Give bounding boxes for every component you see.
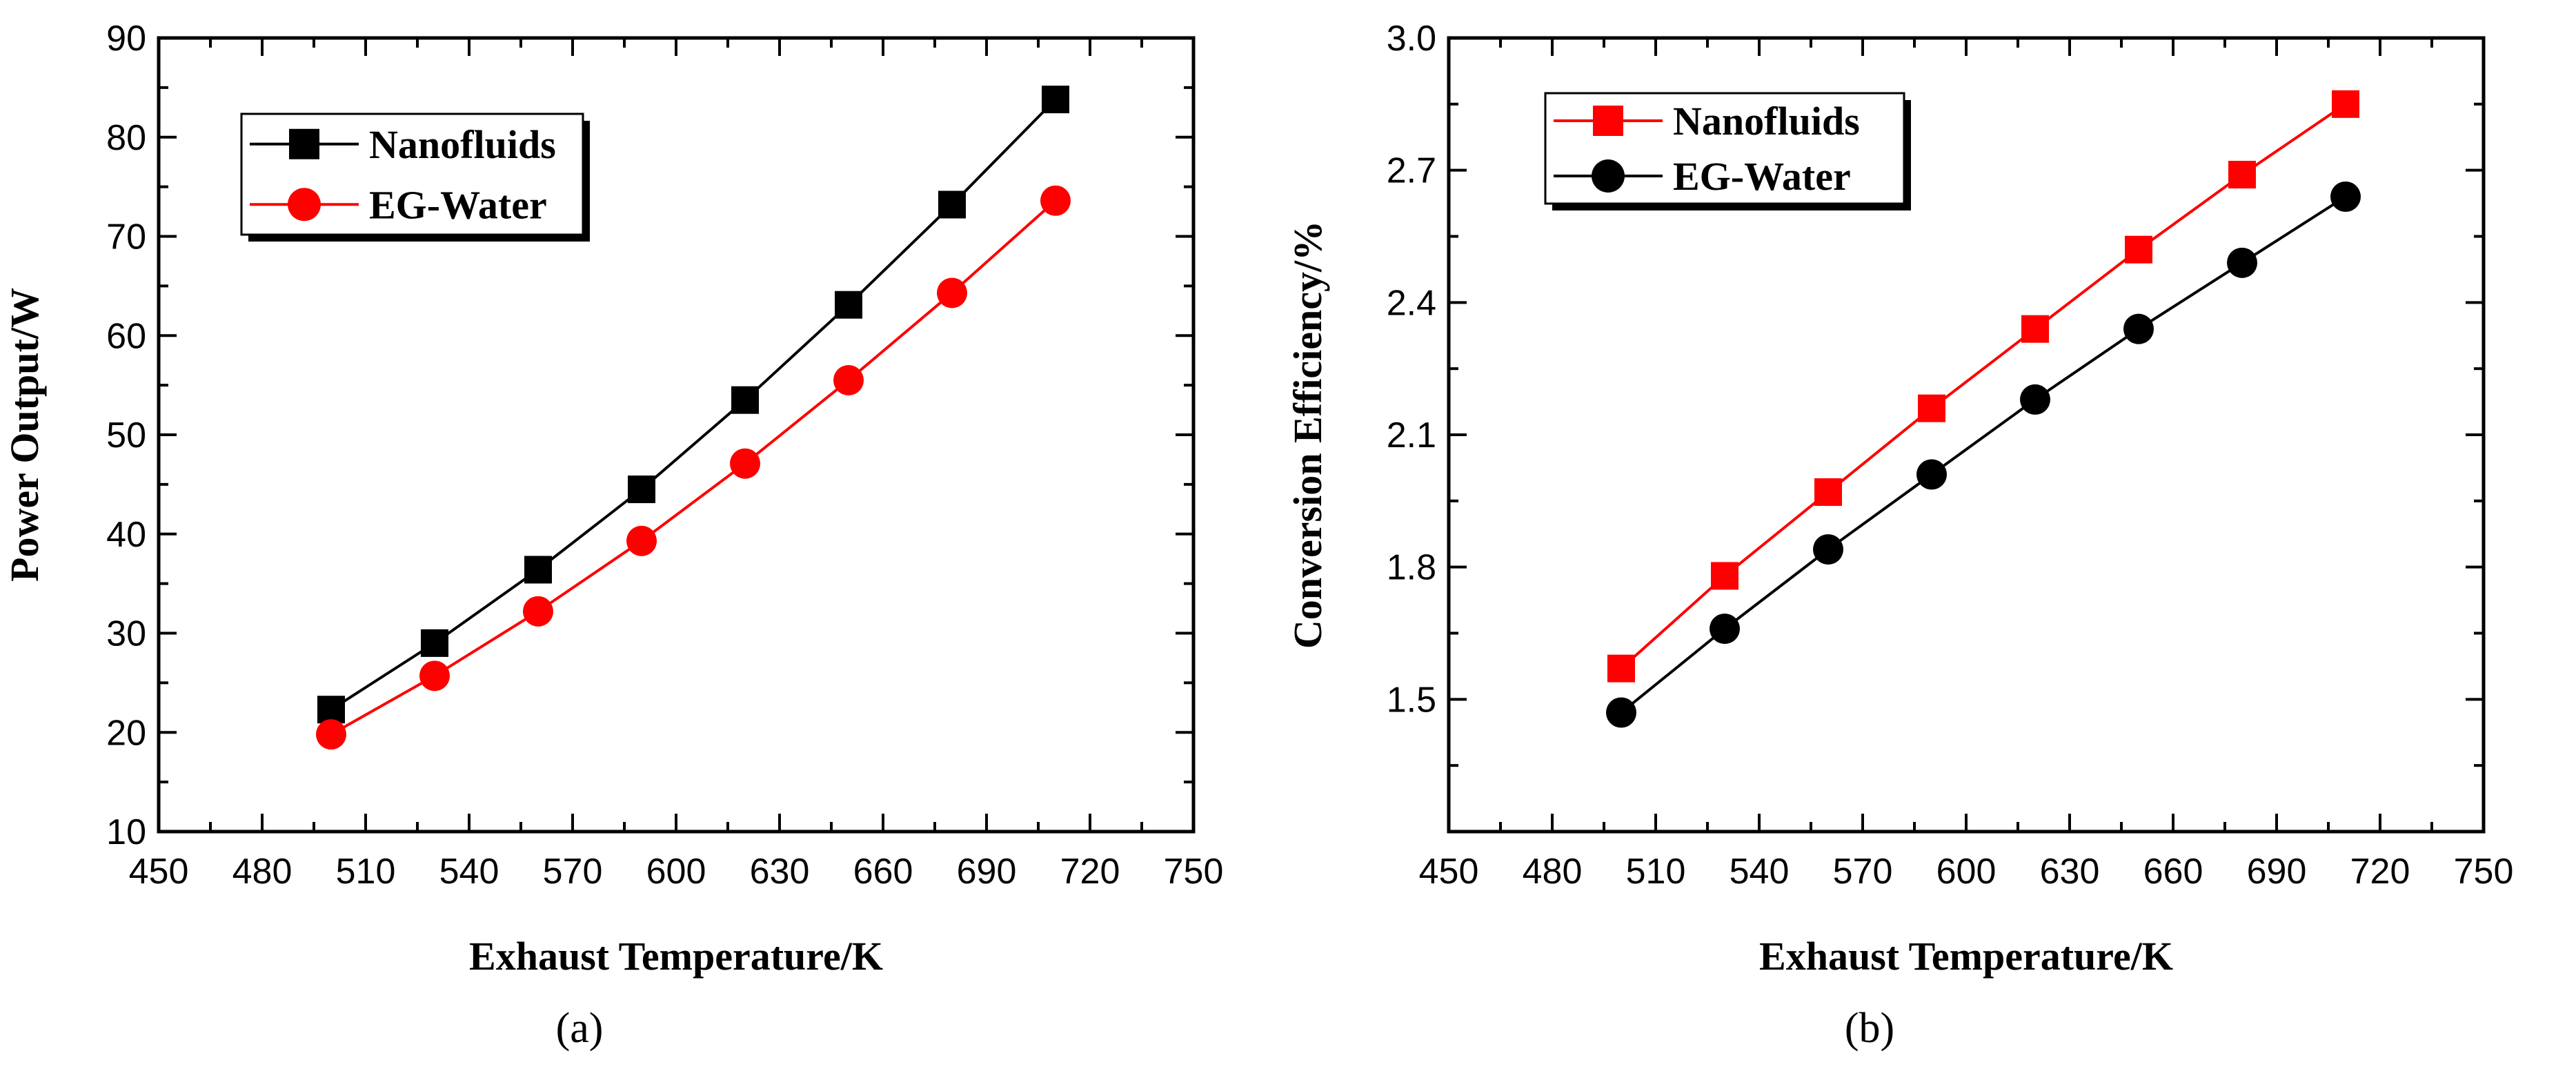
chart-panel-2: 450 480 510 540 570 600 630 660 690 720 750 1.5 1.8 2… — [1285, 19, 2513, 1052]
x-tick-label: 630 — [750, 852, 810, 892]
data-point — [938, 190, 966, 219]
x-tick-label: 690 — [2247, 852, 2307, 892]
data-point — [1813, 534, 1843, 565]
data-point — [1042, 86, 1069, 114]
series-line — [1620, 195, 2347, 714]
data-point — [1710, 614, 1740, 645]
legend: Nanofluids EG-Water — [240, 112, 590, 242]
data-point — [2330, 182, 2361, 212]
y-tick-label: 80 — [106, 118, 146, 158]
series-2 — [1606, 182, 2361, 728]
data-point — [1918, 394, 1945, 422]
data-point — [2228, 161, 2256, 189]
data-point — [421, 629, 448, 657]
legend: Nanofluids EG-Water — [1544, 92, 1911, 210]
y-tick-label: 2.4 — [1387, 283, 1436, 323]
y-tick-label: 1.8 — [1387, 548, 1436, 588]
data-point — [2021, 315, 2049, 343]
data-point — [2227, 247, 2257, 278]
panel-label: (a) — [556, 1005, 604, 1052]
legend-label: EG-Water — [1673, 154, 1851, 199]
x-tick-label: 510 — [336, 852, 396, 892]
data-point — [1040, 185, 1071, 216]
x-tick-label: 600 — [1936, 852, 1997, 892]
y-tick-label: 3.0 — [1387, 19, 1436, 59]
legend-label: Nanofluids — [1673, 99, 1860, 144]
x-tick-label: 510 — [1626, 852, 1686, 892]
y-axis-title: Conversion Efficiency/% — [1285, 221, 1330, 649]
data-point — [730, 448, 760, 479]
x-tick-label: 720 — [1060, 852, 1120, 892]
data-point — [626, 525, 657, 556]
y-axis-title: Power Output/W — [2, 288, 47, 582]
legend-marker — [1593, 106, 1623, 136]
y-tick-label: 60 — [106, 316, 146, 356]
data-point — [316, 719, 346, 750]
data-point — [731, 386, 759, 414]
x-tick-label: 690 — [957, 852, 1017, 892]
y-tick-label: 90 — [106, 19, 146, 59]
data-point — [2123, 313, 2154, 344]
x-tick-label: 540 — [439, 852, 499, 892]
series-2 — [316, 185, 1071, 750]
series-1 — [1607, 90, 2359, 683]
data-point — [2332, 90, 2359, 118]
x-tick-label: 570 — [543, 852, 603, 892]
legend-label: Nanofluids — [369, 122, 556, 167]
data-point — [2020, 384, 2050, 415]
series-line — [330, 98, 1057, 711]
x-axis-title: Exhaust Temperature/K — [469, 934, 883, 979]
x-axis-title: Exhaust Temperature/K — [1759, 934, 2173, 979]
series-1 — [317, 86, 1069, 724]
x-tick-label: 570 — [1833, 852, 1893, 892]
x-tick-label: 480 — [1523, 852, 1583, 892]
x-tick-label: 630 — [2040, 852, 2100, 892]
legend-marker — [288, 188, 321, 222]
y-tick-label: 10 — [106, 812, 146, 852]
data-point — [1711, 562, 1738, 590]
data-point — [2125, 235, 2152, 264]
y-tick-label: 50 — [106, 415, 146, 455]
data-point — [1606, 697, 1636, 728]
data-point — [524, 556, 552, 584]
panel-label: (b) — [1845, 1005, 1894, 1052]
y-tick-label: 40 — [106, 515, 146, 555]
x-tick-label: 450 — [1419, 852, 1479, 892]
series-line — [330, 199, 1057, 736]
x-tick-label: 480 — [232, 852, 293, 892]
y-tick-label: 2.7 — [1387, 151, 1436, 191]
x-tick-label: 720 — [2350, 852, 2410, 892]
x-tick-label: 660 — [853, 852, 913, 892]
legend-label: EG-Water — [369, 182, 547, 227]
x-tick-label: 600 — [646, 852, 706, 892]
data-point — [1814, 478, 1842, 507]
y-tick-label: 70 — [106, 217, 146, 257]
data-point — [835, 291, 862, 319]
y-tick-label: 20 — [106, 713, 146, 753]
data-point — [1607, 654, 1635, 683]
y-tick-label: 2.1 — [1387, 415, 1436, 455]
chart-panel-1: 450 480 510 540 570 600 630 660 690 720 750 10 20 30 4… — [2, 19, 1223, 1052]
legend-marker — [289, 128, 319, 159]
x-tick-label: 660 — [2143, 852, 2203, 892]
data-point — [833, 364, 864, 395]
y-tick-label: 30 — [106, 614, 146, 654]
data-point — [523, 596, 553, 627]
x-tick-label: 750 — [1164, 852, 1224, 892]
x-tick-label: 450 — [129, 852, 189, 892]
data-point — [1916, 459, 1947, 490]
legend-marker — [1592, 159, 1625, 193]
y-tick-label: 1.5 — [1387, 680, 1436, 720]
x-tick-label: 540 — [1730, 852, 1790, 892]
data-point — [317, 696, 345, 724]
data-point — [937, 277, 967, 308]
series-line — [1620, 103, 2347, 670]
data-point — [628, 475, 655, 504]
data-point — [419, 660, 450, 692]
x-tick-label: 750 — [2454, 852, 2514, 892]
